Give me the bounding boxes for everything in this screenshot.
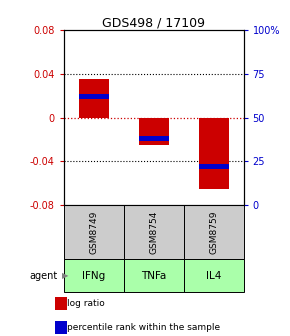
Text: IL4: IL4 (206, 270, 221, 281)
Bar (55, 297, 67, 310)
Bar (124, 259, 184, 292)
Bar (184, 205, 244, 259)
Bar (139, 118, 169, 145)
Text: GSM8754: GSM8754 (149, 210, 158, 254)
Bar (79, 79, 109, 118)
Text: percentile rank within the sample: percentile rank within the sample (67, 323, 220, 332)
Bar (184, 259, 244, 292)
Text: IFNg: IFNg (82, 270, 105, 281)
Title: GDS498 / 17109: GDS498 / 17109 (102, 16, 205, 29)
Bar (79, 94, 109, 99)
Bar (124, 205, 184, 259)
Bar (55, 321, 67, 334)
Text: GSM8749: GSM8749 (89, 210, 98, 254)
Bar (199, 118, 229, 188)
Text: TNFa: TNFa (141, 270, 166, 281)
Bar (139, 136, 169, 141)
Text: ▶: ▶ (62, 271, 69, 280)
Bar (199, 164, 229, 169)
Text: agent: agent (30, 270, 58, 281)
Bar (64, 259, 124, 292)
Bar (64, 205, 124, 259)
Text: GSM8759: GSM8759 (209, 210, 218, 254)
Text: log ratio: log ratio (67, 299, 104, 308)
